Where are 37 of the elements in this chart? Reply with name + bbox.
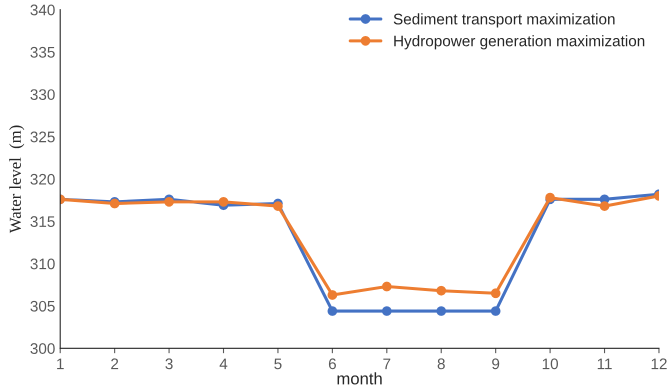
point xyxy=(436,306,446,316)
y-tick-label: 305 xyxy=(30,300,55,312)
point xyxy=(273,201,283,211)
y-tick-label: 315 xyxy=(30,216,55,227)
x-tick-label: 2 xyxy=(111,358,118,370)
y-tick-label: 330 xyxy=(30,89,55,100)
point xyxy=(382,306,392,316)
point xyxy=(328,290,338,300)
point xyxy=(382,282,392,292)
y-tick-label: 310 xyxy=(30,258,55,270)
x-axis-title: month xyxy=(338,372,382,385)
x-tick-label: 6 xyxy=(328,358,336,370)
point xyxy=(490,288,501,298)
point xyxy=(600,201,610,211)
point xyxy=(218,196,228,207)
y-tick-label: 300 xyxy=(30,343,55,354)
legend-label: Hydropower generation maximization xyxy=(394,35,644,50)
x-tick-label: 1 xyxy=(57,358,64,370)
point xyxy=(328,306,338,316)
y-tick-label: 340 xyxy=(30,4,55,16)
y-tick-label: 335 xyxy=(30,46,55,58)
point xyxy=(490,306,501,316)
point xyxy=(164,196,174,207)
y-tick-label: 325 xyxy=(30,132,55,142)
x-tick-label: 5 xyxy=(274,358,282,370)
y-tick-label: 320 xyxy=(30,174,55,185)
x-tick-label: 12 xyxy=(652,358,667,370)
x-tick-label: 3 xyxy=(165,358,173,370)
x-tick-label: 7 xyxy=(383,358,390,370)
legend-label: Sediment transport maximization xyxy=(394,13,615,28)
x-tick-label: 11 xyxy=(598,358,612,370)
x-tick-label: 8 xyxy=(438,358,445,370)
x-tick-label: 4 xyxy=(220,358,228,370)
x-tick-label: 9 xyxy=(492,358,500,370)
point xyxy=(436,286,446,296)
y-axis-title: Water level (m) xyxy=(9,126,24,234)
x-tick-label: 10 xyxy=(542,358,558,370)
